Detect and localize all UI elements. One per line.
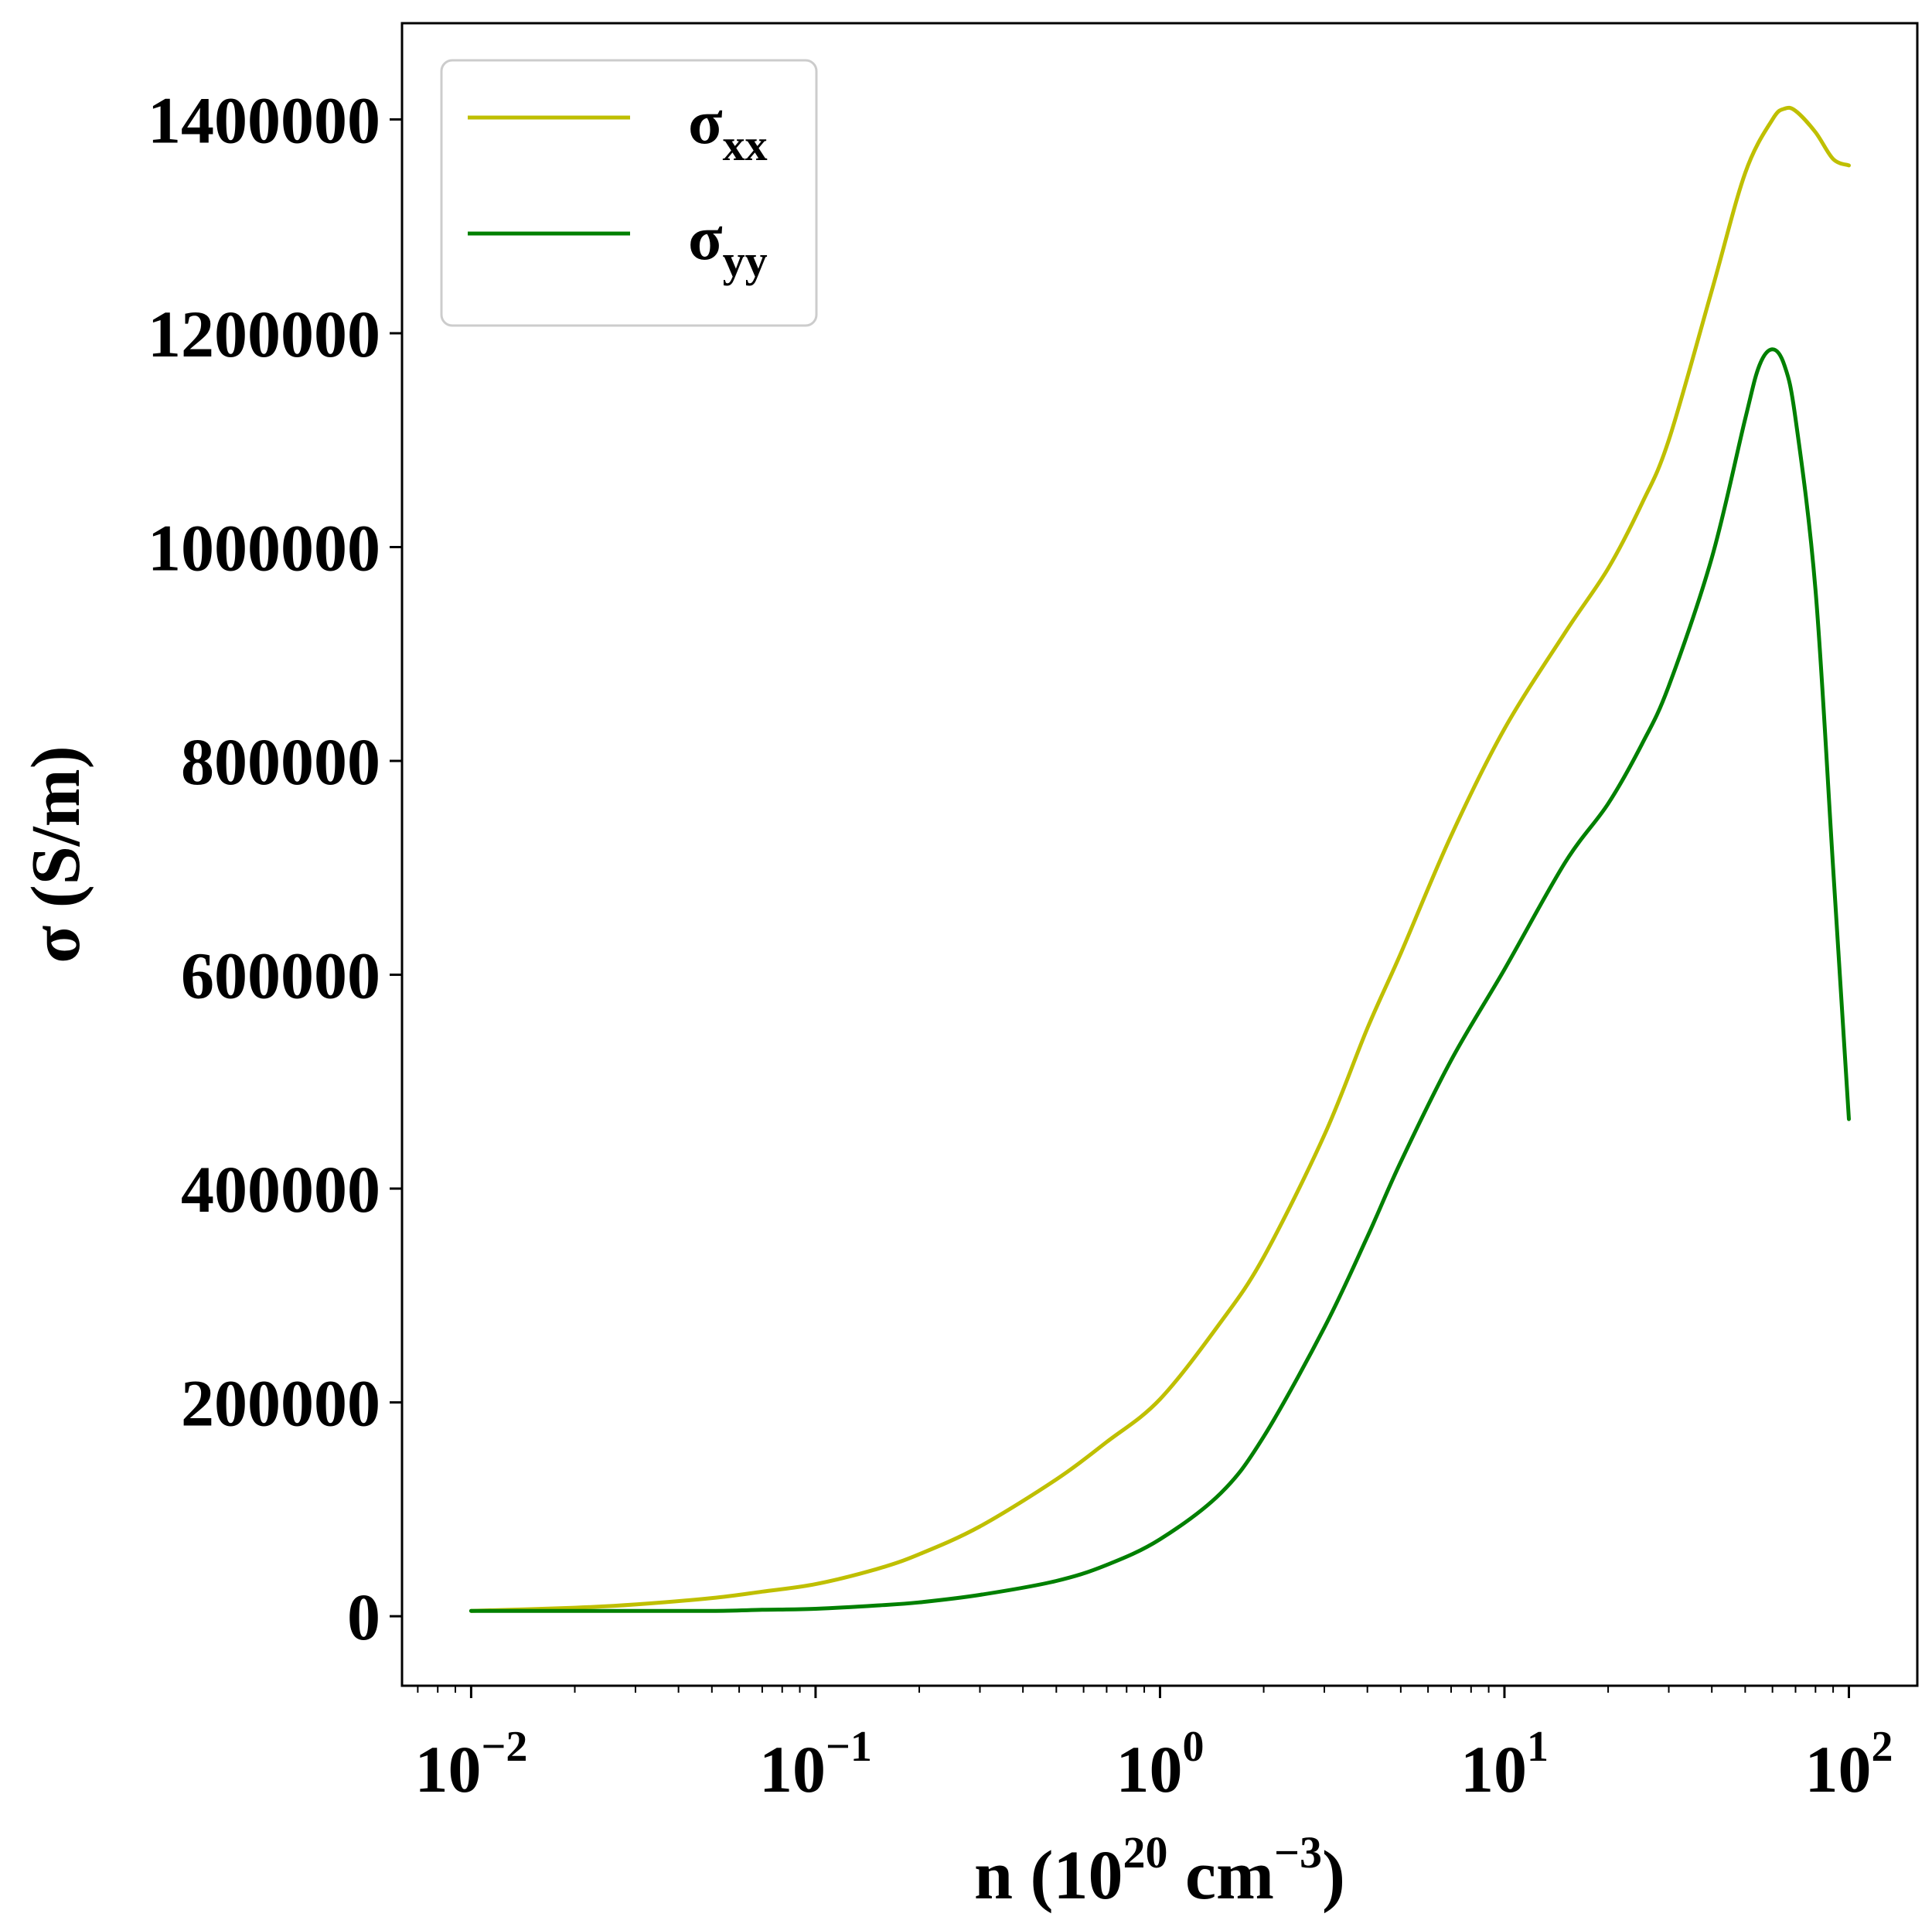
y-tick-label: 1400000: [148, 83, 380, 157]
legend-label-sigma-xx-sub: xx: [723, 120, 768, 170]
x-tick-label-exp: −1: [826, 1723, 872, 1771]
x-axis-label: n (1020 cm−3): [974, 1827, 1345, 1914]
x-tick-label-exp: −2: [481, 1723, 527, 1771]
legend-label-sigma-xx: σxx: [688, 87, 768, 170]
y-tick-label: 400000: [181, 1152, 380, 1226]
legend-frame: [440, 59, 818, 327]
series-line-yy: [469, 347, 1851, 1613]
y-tick-label: 1200000: [148, 297, 380, 371]
x-tick-label-base: 10: [1116, 1732, 1182, 1806]
legend-label-sigma-xx-main: σ: [688, 87, 723, 157]
x-axis-label-exp2: −3: [1274, 1827, 1322, 1878]
y-tick-label: 0: [347, 1580, 380, 1654]
y-tick-label: 1000000: [148, 510, 380, 585]
x-tick-label-exp: 1: [1527, 1723, 1549, 1771]
x-axis: 10−2 10−1 100 101 102: [414, 1686, 1893, 1806]
x-tick-label-base: 10: [1460, 1732, 1527, 1806]
y-tick-label: 800000: [181, 725, 380, 799]
x-tick-label: 100: [1116, 1723, 1204, 1806]
x-tick-label-exp: 0: [1182, 1723, 1204, 1771]
y-axis: 0 200000 400000 600000 800000 1000000 1200000 1…: [148, 83, 402, 1654]
series-layer: [469, 105, 1851, 1613]
x-tick-label: 102: [1804, 1723, 1893, 1806]
x-axis-label-mid: cm: [1168, 1837, 1274, 1914]
y-tick-label: 600000: [181, 939, 380, 1013]
series-line-xx: [469, 105, 1851, 1613]
x-tick-label: 10−1: [759, 1723, 872, 1806]
x-tick-label-exp: 2: [1871, 1723, 1893, 1771]
legend-label-sigma-yy-sub: yy: [723, 236, 768, 286]
x-tick-label-base: 10: [1804, 1732, 1871, 1806]
x-tick-label: 10−2: [414, 1723, 527, 1806]
x-axis-label-exp1: 20: [1123, 1827, 1168, 1878]
legend-label-sigma-yy: σyy: [688, 203, 768, 286]
y-tick-label: 200000: [181, 1366, 380, 1441]
legend-label-sigma-yy-main: σ: [688, 203, 723, 273]
x-tick-label: 101: [1460, 1723, 1549, 1806]
x-tick-label-base: 10: [414, 1732, 481, 1806]
x-axis-label-end: ): [1322, 1837, 1345, 1914]
y-axis-label: σ (S/m): [18, 745, 94, 963]
legend: σxx σyy: [440, 59, 818, 327]
x-axis-label-main: n (10: [974, 1837, 1123, 1914]
x-tick-label-base: 10: [759, 1732, 826, 1806]
